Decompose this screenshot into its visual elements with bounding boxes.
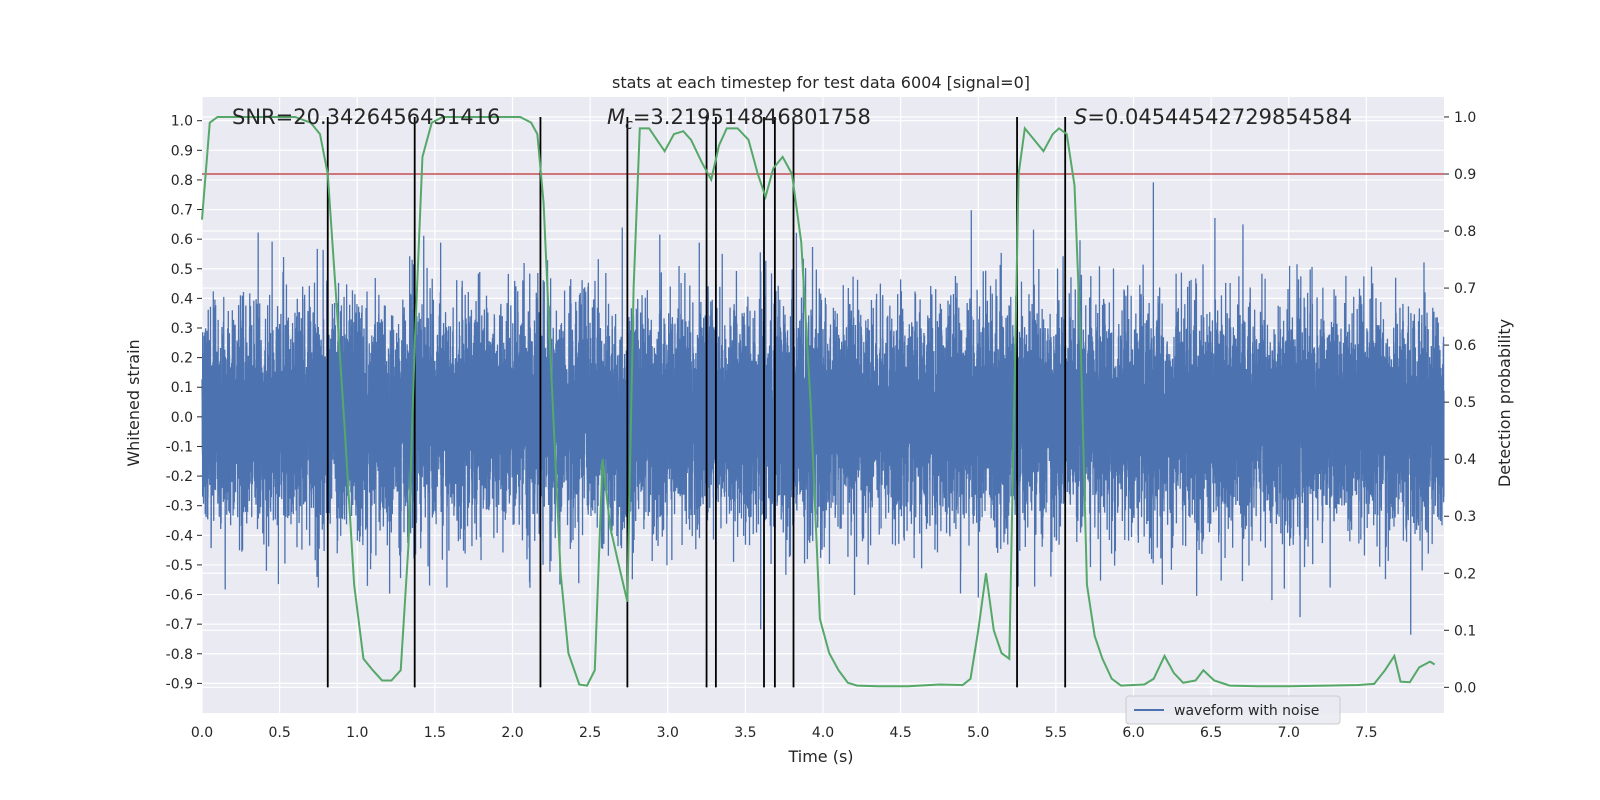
y-right-tick-label: 0.4 (1454, 452, 1476, 468)
y-left-tick-label: -0.8 (166, 647, 193, 663)
snr-annotation: SNR=20.3426456451416 (232, 105, 500, 129)
x-tick-label: 2.5 (579, 725, 601, 741)
x-tick-labels: 0.0 0.5 1.0 1.5 2.0 2.5 3.0 3.5 4.0 4.5 5.0 5.5 6.0 6… (191, 725, 1378, 741)
mc-value: =3.219514846801758 (633, 105, 871, 129)
mc-symbol: M (607, 105, 625, 129)
y-left-tick-label: 0.8 (171, 173, 193, 189)
s-symbol: S (1074, 105, 1087, 129)
y-left-tick-label: 0.2 (171, 351, 193, 367)
y-left-tick-label: 0.1 (171, 380, 193, 396)
y-left-tick-label: 0.7 (171, 203, 193, 219)
x-tick-label: 7.0 (1278, 725, 1300, 741)
y-axis-right-label: Detection probability (1495, 319, 1514, 487)
y-right-tick-label: 0.8 (1454, 224, 1476, 240)
y-left-tick-label: 0.0 (171, 410, 193, 426)
y-right-tick-label: 0.5 (1454, 395, 1476, 411)
x-tick-label: 4.0 (812, 725, 834, 741)
x-tick-label: 7.5 (1355, 725, 1377, 741)
y-left-tick-label: -0.7 (166, 617, 193, 633)
y-right-tick-label: 1.0 (1454, 110, 1476, 126)
y-left-tick-label: -0.5 (166, 558, 193, 574)
y-left-tick-label: -0.3 (166, 499, 193, 515)
y-left-tick-label: -0.4 (166, 528, 193, 544)
y-right-tick-label: 0.2 (1454, 566, 1476, 582)
x-tick-label: 0.5 (268, 725, 290, 741)
chart-title: stats at each timestep for test data 600… (612, 73, 1030, 92)
x-tick-label: 5.5 (1045, 725, 1067, 741)
legend: waveform with noise (1125, 695, 1341, 725)
tick-marks (197, 116, 1449, 688)
x-tick-label: 5.0 (967, 725, 989, 741)
x-tick-label: 6.5 (1200, 725, 1222, 741)
y-left-tick-label: 0.9 (171, 143, 193, 159)
y-left-tick-label: 0.4 (171, 291, 193, 307)
y-right-tick-labels: 1.0 0.9 0.8 0.7 0.6 0.5 0.4 0.3 0.2 0.1 0.0 (1454, 110, 1476, 696)
waveform-line (201, 182, 1445, 635)
y-right-tick-label: 0.0 (1454, 680, 1476, 696)
x-tick-label: 1.5 (424, 725, 446, 741)
x-tick-label: 6.0 (1122, 725, 1144, 741)
x-tick-label: 2.0 (501, 725, 523, 741)
y-left-tick-labels: 1.0 0.9 0.8 0.7 0.6 0.5 0.4 0.3 0.2 0.1 0.0 -0.1 -0.… (166, 114, 193, 693)
mc-annotation: Mc=3.219514846801758 (607, 105, 871, 133)
x-tick-label: 4.5 (889, 725, 911, 741)
s-annotation: S=0.04544542729854584 (1074, 105, 1352, 129)
legend-box (1125, 695, 1341, 725)
y-left-tick-label: 0.5 (171, 262, 193, 278)
y-right-tick-label: 0.1 (1454, 623, 1476, 639)
y-axis-left-label: Whitened strain (124, 339, 143, 466)
x-tick-label: 3.0 (657, 725, 679, 741)
x-tick-label: 0.0 (191, 725, 213, 741)
legend-label: waveform with noise (1174, 703, 1319, 719)
y-right-tick-label: 0.9 (1454, 167, 1476, 183)
probability-line (201, 115, 1436, 688)
y-left-tick-label: 1.0 (171, 114, 193, 130)
y-left-tick-label: -0.9 (166, 676, 193, 692)
s-value: =0.04544542729854584 (1087, 105, 1352, 129)
waveform-series (201, 182, 1445, 635)
x-axis-label: Time (s) (787, 747, 853, 766)
y-left-tick-label: 0.3 (171, 321, 193, 337)
y-left-tick-label: 0.6 (171, 232, 193, 248)
y-right-tick-label: 0.7 (1454, 281, 1476, 297)
mc-subscript: c (625, 117, 633, 133)
y-right-tick-label: 0.3 (1454, 509, 1476, 525)
y-left-tick-label: -0.6 (166, 588, 193, 604)
y-left-tick-label: -0.1 (166, 439, 193, 455)
probability-series (201, 115, 1436, 688)
x-tick-label: 1.0 (346, 725, 368, 741)
x-tick-label: 3.5 (734, 725, 756, 741)
y-right-tick-label: 0.6 (1454, 338, 1476, 354)
y-left-tick-label: -0.2 (166, 469, 193, 485)
